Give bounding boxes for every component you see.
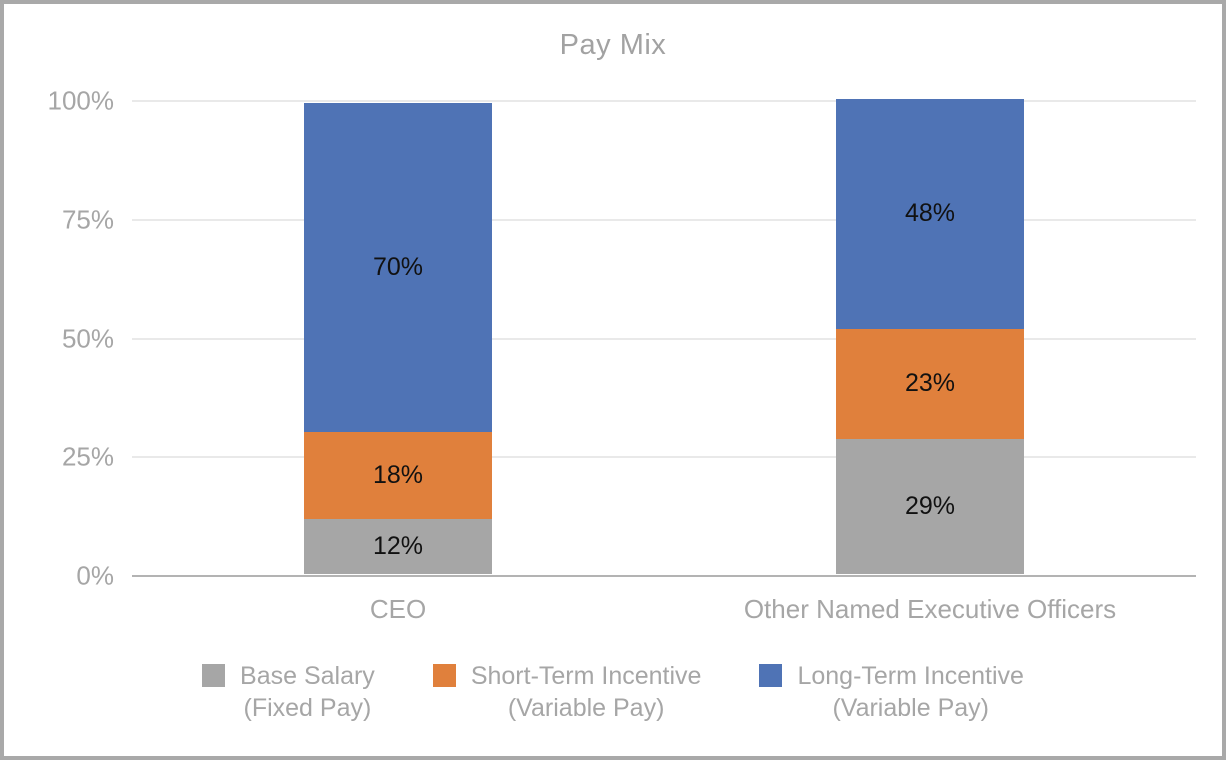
legend-label: Short-Term Incentive (Variable Pay) [470, 662, 702, 722]
bar-segment: 12% [304, 518, 492, 574]
y-tick-label: 75% [61, 204, 114, 235]
legend-item: Short-Term Incentive (Variable Pay) [432, 660, 702, 724]
y-tick-label: 25% [61, 441, 114, 472]
segment-data-label: 48% [904, 199, 956, 228]
bar-segment: 29% [836, 438, 1024, 574]
segment-data-label: 29% [904, 491, 956, 520]
segment-data-label: 12% [372, 531, 424, 560]
x-axis: CEO Other Named Executive Officers [132, 594, 1196, 625]
bar-segment: 18% [304, 431, 492, 519]
bar-segment: 48% [836, 99, 1024, 329]
gridline [132, 218, 1196, 221]
segment-data-label: 23% [904, 369, 956, 398]
y-axis: 0% 25% 50% 75% 100% [4, 86, 115, 591]
chart-title: Pay Mix [559, 29, 667, 61]
bar-segment: 70% [304, 103, 492, 432]
plot-area: 12% 18% 70% 29% 23% 48% [132, 99, 1196, 577]
bar-stack-other-neos: 29% 23% 48% [836, 99, 1024, 574]
legend-swatch [202, 664, 226, 687]
legend-label: Base Salary (Fixed Pay) [240, 662, 375, 722]
legend: Base Salary (Fixed Pay) Short-Term Incent… [4, 660, 1222, 724]
y-tick-label: 0% [76, 560, 114, 591]
legend-label: Long-Term Incentive (Variable Pay) [797, 662, 1024, 722]
legend-item: Long-Term Incentive (Variable Pay) [759, 660, 1024, 724]
gridline [132, 337, 1196, 340]
segment-data-label: 70% [372, 253, 424, 282]
x-axis-line [132, 575, 1196, 577]
gridline [132, 100, 1196, 102]
legend-swatch [759, 664, 783, 687]
y-tick-label: 50% [61, 323, 114, 353]
legend-swatch [432, 664, 456, 687]
y-tick-label: 100% [47, 85, 115, 116]
bar-segment: 23% [836, 328, 1024, 439]
legend-item: Base Salary (Fixed Pay) [202, 660, 375, 724]
segment-data-label: 18% [372, 460, 424, 489]
x-category-label: CEO [369, 594, 427, 624]
x-category-label: Other Named Executive Officers [743, 594, 1117, 624]
bar-stack-ceo: 12% 18% 70% [304, 103, 492, 574]
gridline [132, 456, 1196, 459]
